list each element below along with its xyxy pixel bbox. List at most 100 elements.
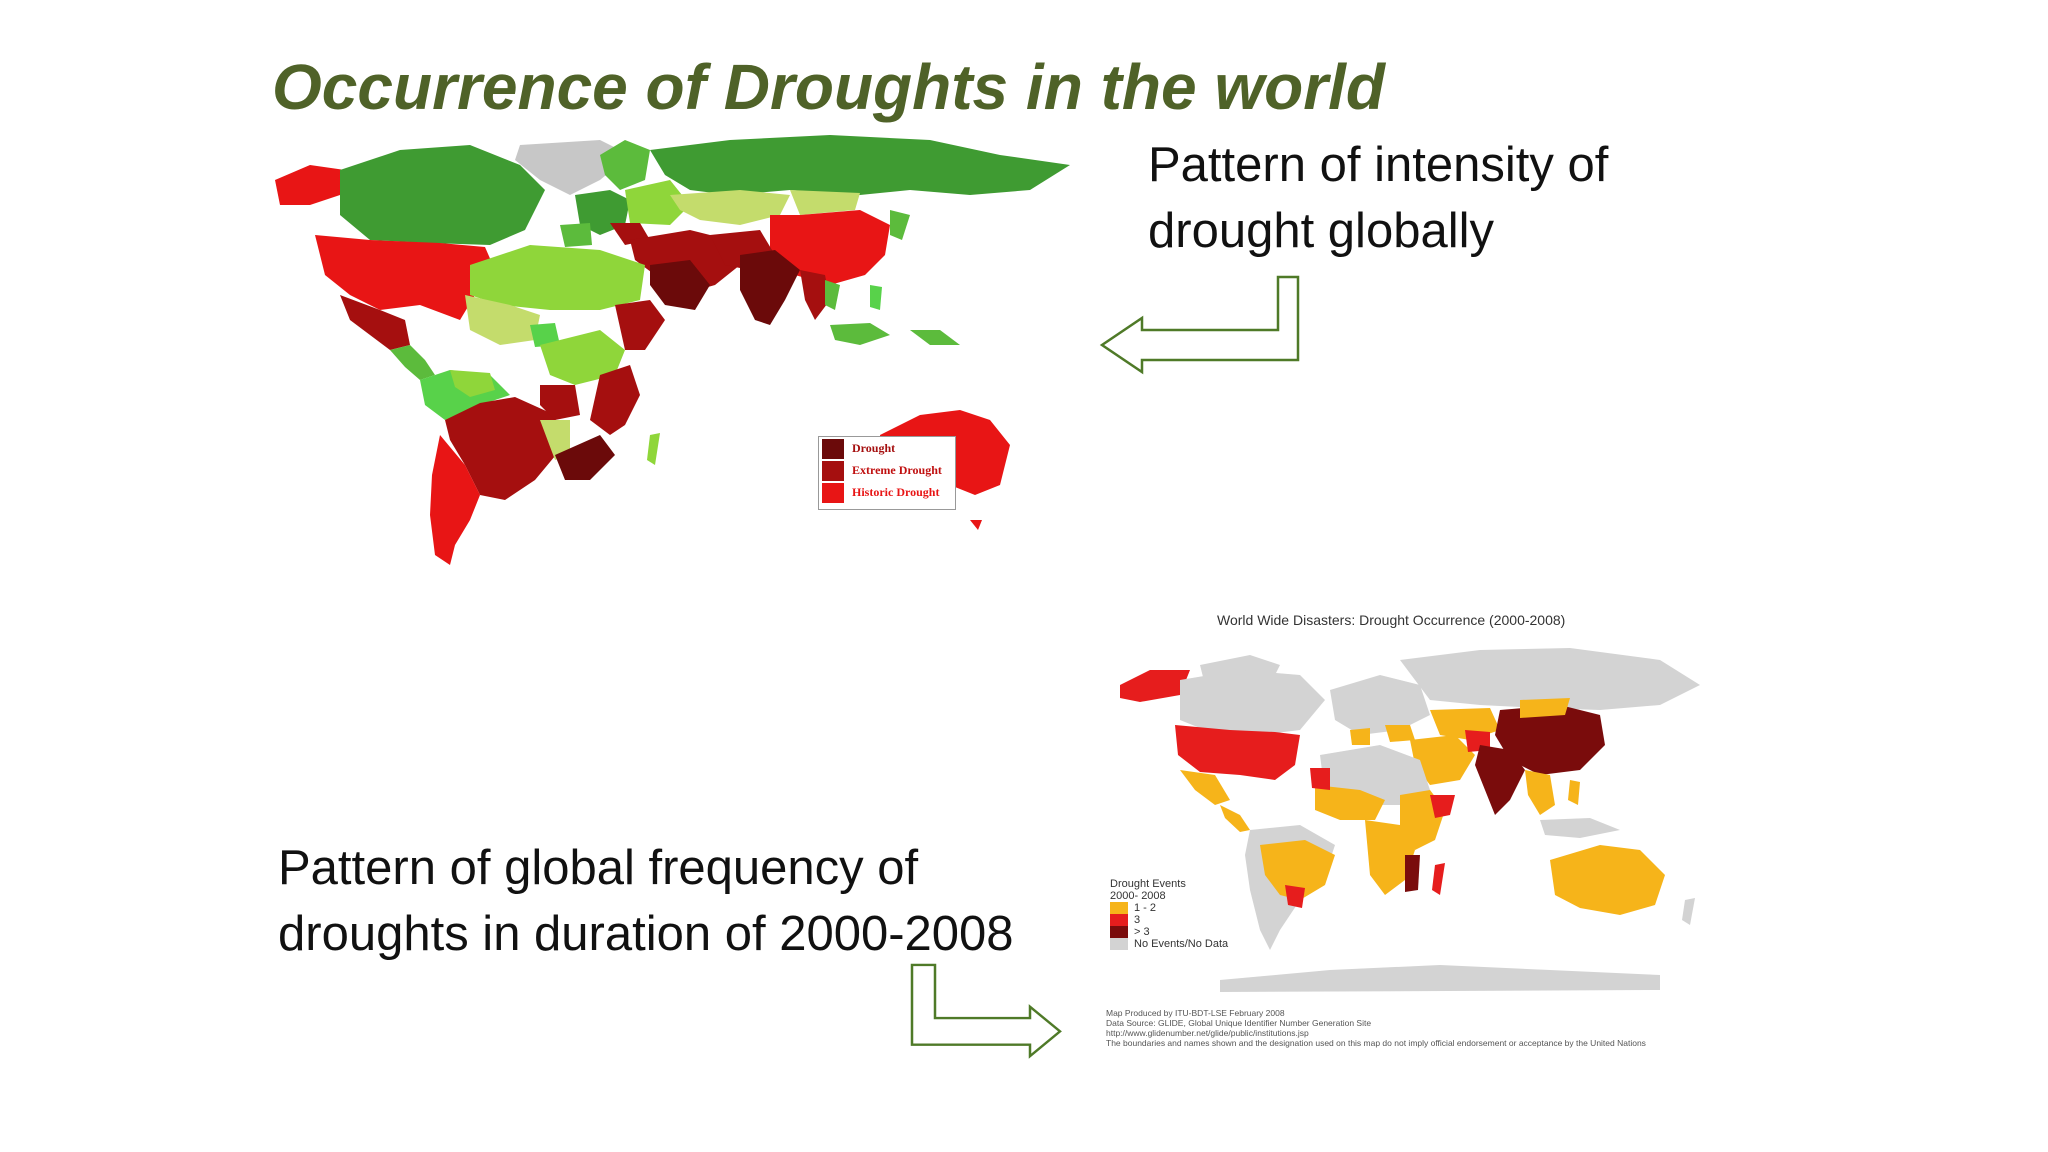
map2-west-africa [1315, 785, 1385, 820]
map2-spain [1350, 728, 1370, 745]
map-greenland [515, 140, 630, 195]
map2-china [1495, 705, 1605, 775]
frequency-map-title: World Wide Disasters: Drought Occurrence… [1217, 612, 1566, 628]
map-indonesia [830, 323, 890, 345]
drought-intensity-map [275, 135, 1070, 565]
map-north-africa [470, 245, 645, 310]
legend2-label-gt3: > 3 [1134, 926, 1150, 938]
map2-central-africa [1365, 820, 1415, 895]
map-europe-east [625, 180, 690, 225]
frequency-legend: Drought Events 2000- 2008 1 - 2 3 > 3 No… [1110, 878, 1228, 950]
map-namibia [540, 420, 570, 460]
caption-intensity-line-2: drought globally [1148, 204, 1494, 258]
map2-paraguay [1285, 885, 1305, 908]
map2-australia [1550, 845, 1665, 915]
legend-drought: Drought [822, 438, 955, 459]
map-alaska [275, 165, 345, 205]
map2-alaska [1120, 670, 1190, 702]
map-china [770, 210, 890, 285]
map-madagascar [647, 433, 660, 465]
caption-frequency: Pattern of global frequency of droughts … [278, 835, 1014, 967]
map-mexico [340, 295, 410, 350]
map2-mauritania [1310, 768, 1330, 790]
credit-line-4: The boundaries and names shown and the d… [1106, 1038, 1646, 1048]
legend-label-historic: Historic Drought [852, 485, 940, 499]
legend-label-drought: Drought [852, 441, 896, 455]
map-central-america [390, 345, 435, 380]
map2-antarctica [1220, 965, 1660, 992]
map-mongolia [790, 190, 860, 215]
map-east-africa [590, 365, 640, 435]
arrow-to-frequency-map [910, 963, 1062, 1059]
caption-frequency-line-2: droughts in duration of 2000-2008 [278, 907, 1014, 961]
legend2-swatch-no-data [1110, 938, 1128, 950]
map-saudi [650, 260, 710, 310]
map2-madagascar [1432, 863, 1445, 895]
map2-new-zealand [1682, 898, 1695, 925]
map2-southeast-asia [1525, 770, 1555, 815]
map-canada [340, 145, 545, 245]
credit-line-1: Map Produced by ITU-BDT-LSE February 200… [1106, 1008, 1285, 1018]
legend-historic-drought: Historic Drought [822, 482, 955, 503]
map2-mexico [1180, 770, 1230, 805]
map2-balkans [1385, 725, 1415, 742]
intensity-legend: Drought Extreme Drought Historic Drought [818, 436, 956, 510]
map-spain [560, 223, 592, 247]
map-vietnam [825, 280, 840, 310]
legend-swatch-historic [822, 482, 844, 503]
legend2-label-no-data: No Events/No Data [1134, 938, 1229, 950]
caption-intensity: Pattern of intensity of drought globally [1148, 132, 1608, 264]
map2-europe [1330, 675, 1430, 735]
legend2-row-1-2: 1 - 2 [1110, 902, 1228, 914]
map-west-africa [465, 295, 540, 345]
map2-canada [1180, 670, 1325, 735]
map-kazakhstan [670, 190, 790, 225]
legend2-swatch-3 [1110, 914, 1128, 926]
caption-frequency-line-1: Pattern of global frequency of [278, 841, 919, 895]
map-japan [890, 210, 910, 240]
map-southeast-asia [800, 270, 830, 320]
legend2-swatch-1-2 [1110, 902, 1128, 914]
map2-horn [1430, 795, 1455, 818]
frequency-legend-title: Drought Events [1110, 878, 1186, 890]
legend-label-extreme: Extreme Drought [852, 463, 942, 477]
slide-title: Occurrence of Droughts in the world [272, 51, 1385, 123]
map-argentina-chile [430, 435, 480, 565]
map-horn-africa [615, 300, 665, 350]
frequency-map-credits: Map Produced by ITU-BDT-LSE February 200… [1106, 1008, 1646, 1048]
map2-usa [1175, 725, 1300, 780]
legend2-swatch-gt3 [1110, 926, 1128, 938]
legend-swatch-drought [822, 438, 844, 459]
map-angola [540, 385, 580, 420]
credit-line-2: Data Source: GLIDE, Global Unique Identi… [1106, 1018, 1372, 1028]
legend2-row-no-data: No Events/No Data [1110, 938, 1228, 950]
map2-philippines [1568, 780, 1580, 805]
map2-middle-east [1410, 735, 1475, 785]
legend2-label-3: 3 [1134, 914, 1141, 926]
frequency-legend-period: 2000- 2008 [1110, 890, 1166, 902]
legend2-label-1-2: 1 - 2 [1134, 902, 1157, 914]
drought-frequency-map [1120, 648, 1700, 992]
map2-russia [1400, 648, 1700, 710]
caption-intensity-line-1: Pattern of intensity of [1148, 138, 1609, 192]
map-tasmania [970, 520, 982, 530]
credit-line-3: http://www.glidenumber.net/glide/public/… [1106, 1028, 1309, 1038]
map2-mongolia [1520, 698, 1570, 718]
map-south-africa [555, 435, 615, 480]
legend2-row-3: 3 [1110, 914, 1228, 926]
arrow-to-intensity-map [1099, 275, 1300, 375]
map-central-africa [540, 330, 625, 385]
map2-mozambique [1405, 855, 1420, 892]
map-new-guinea [910, 330, 960, 345]
map-brazil [445, 397, 560, 500]
map2-india [1475, 745, 1525, 815]
map-nigeria [530, 323, 560, 347]
legend2-row-gt3: > 3 [1110, 926, 1228, 938]
map2-brazil [1260, 840, 1335, 900]
map-usa [315, 235, 495, 320]
legend-extreme-drought: Extreme Drought [822, 460, 955, 481]
map-russia [650, 135, 1070, 195]
map-venezuela [450, 370, 495, 397]
legend-swatch-extreme [822, 460, 844, 481]
map-philippines [870, 285, 882, 310]
